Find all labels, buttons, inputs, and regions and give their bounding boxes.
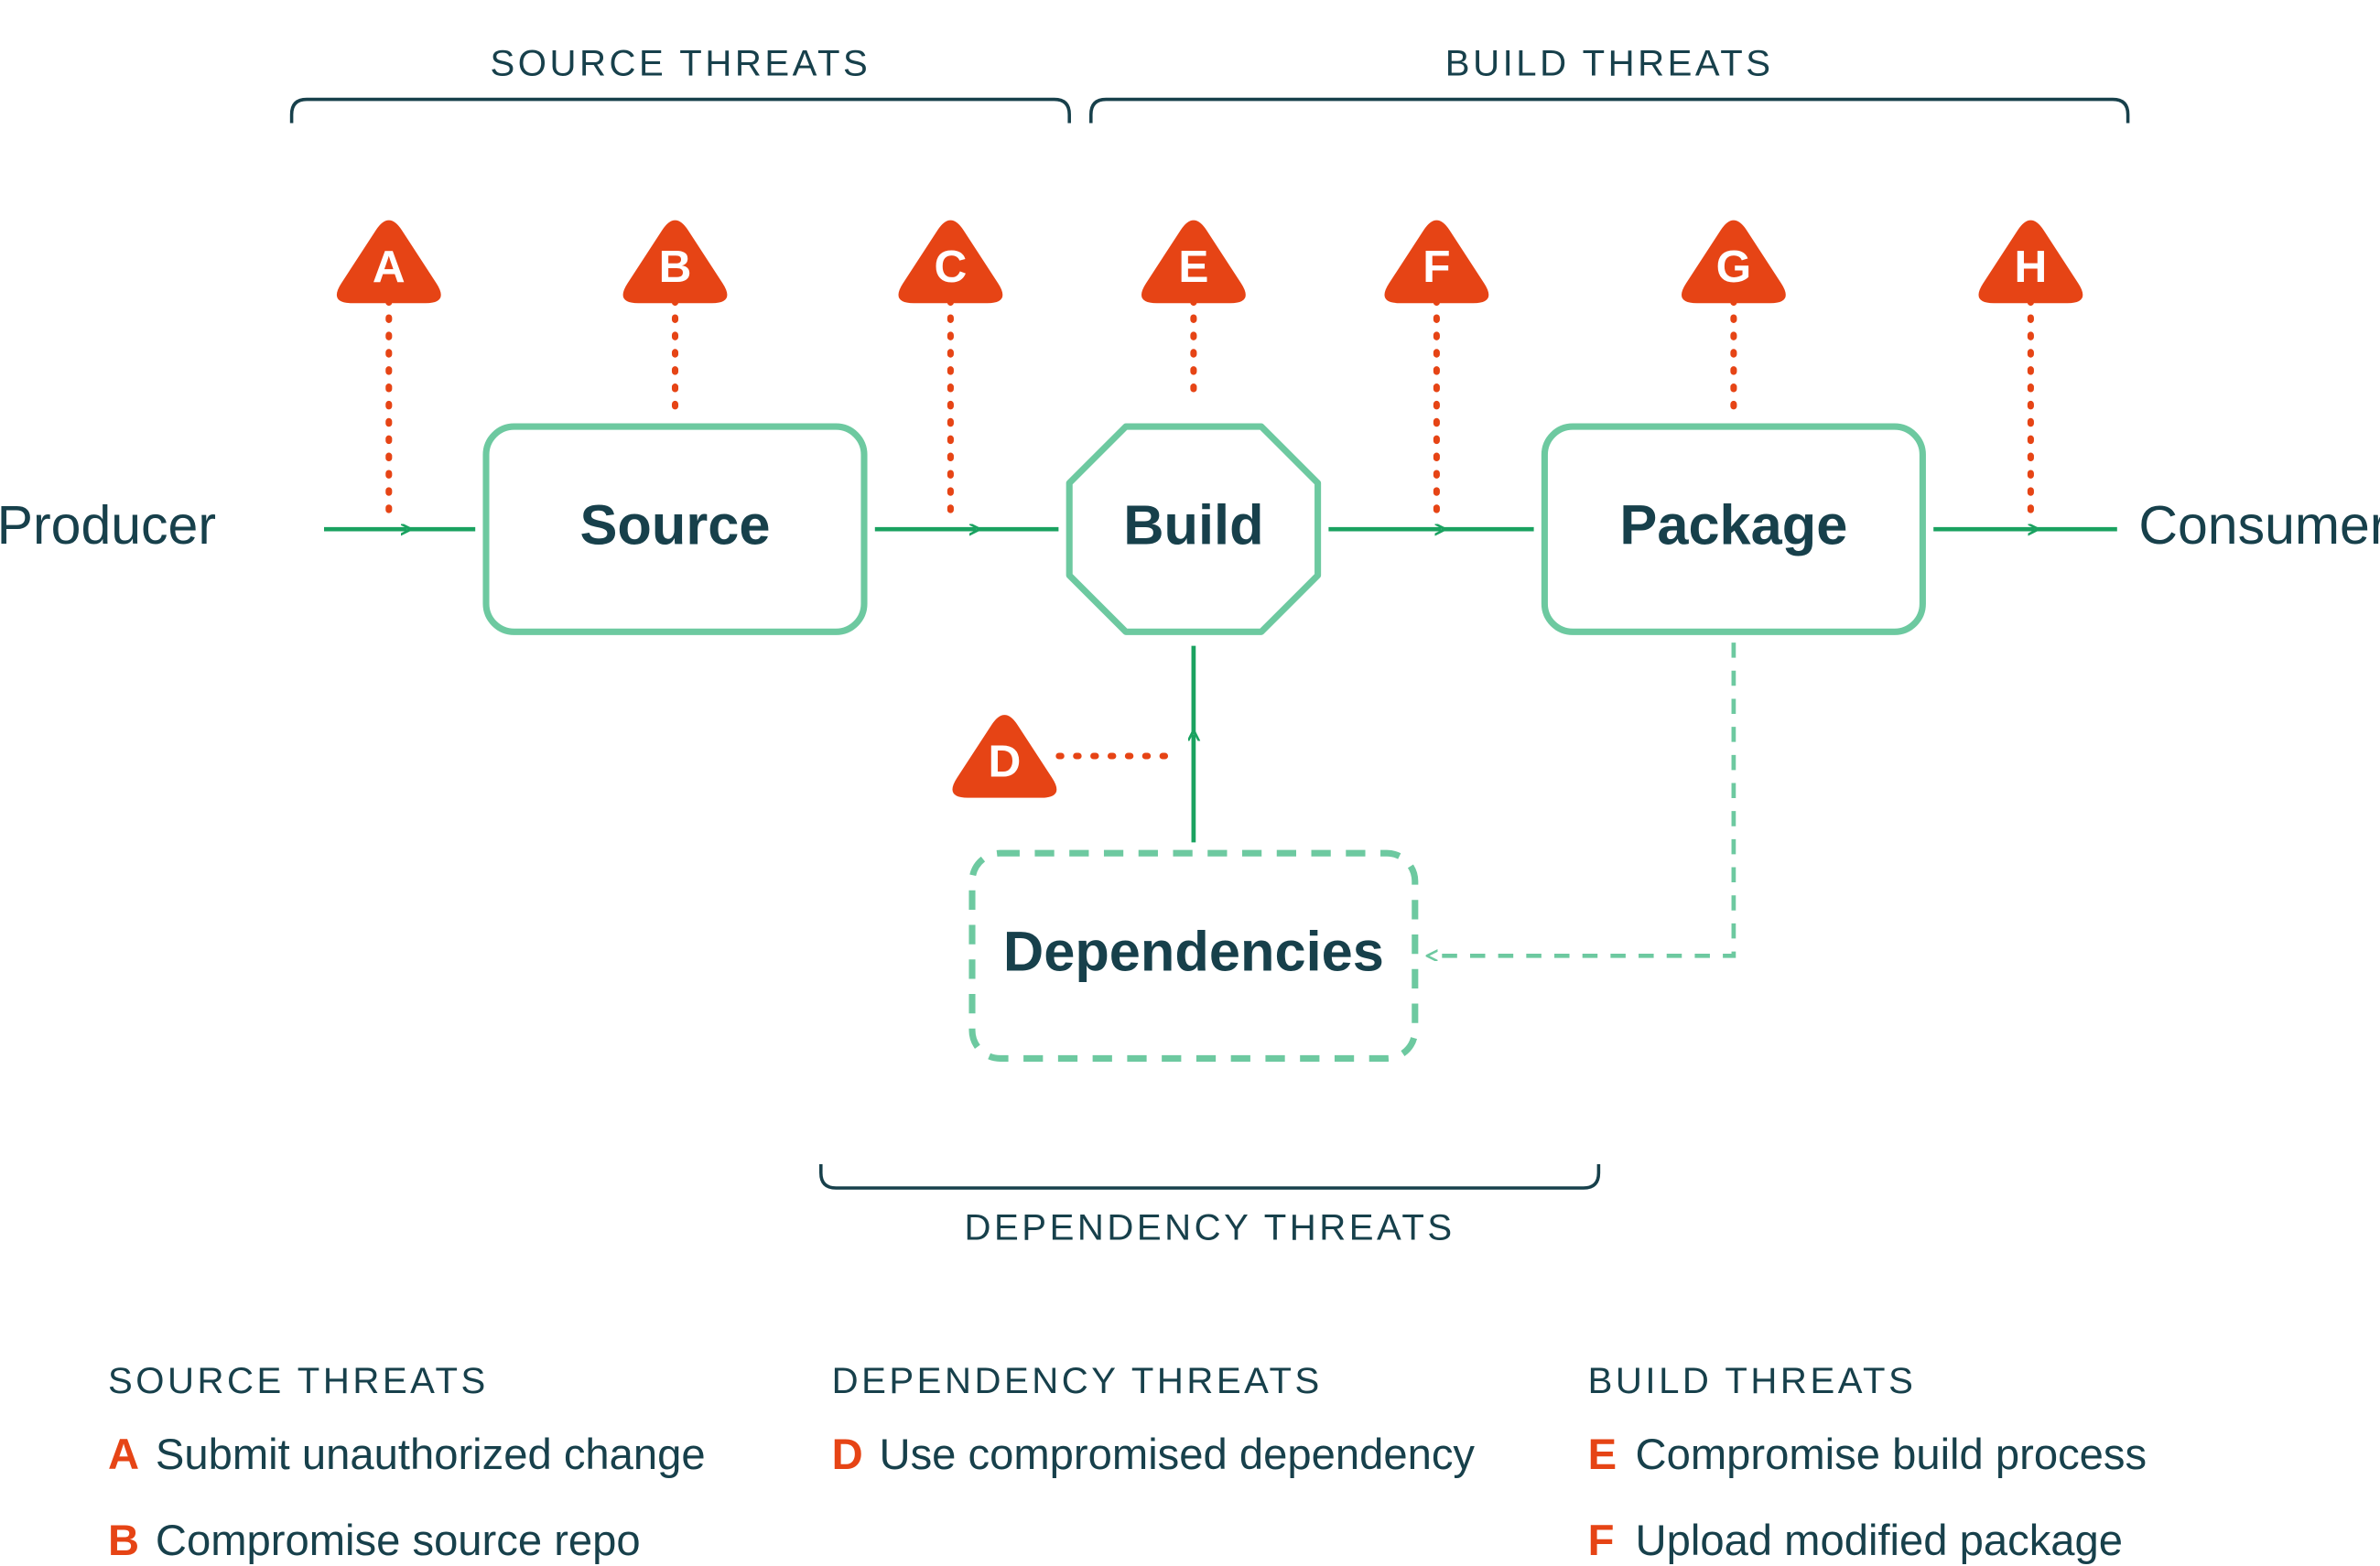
legend-text: Submit unauthorized change bbox=[156, 1431, 706, 1479]
deps-label: Dependencies bbox=[1003, 921, 1384, 984]
legend-text: Compromise source repo bbox=[156, 1517, 641, 1565]
threat-E: E bbox=[1141, 221, 1246, 402]
legend-letter: D bbox=[832, 1431, 863, 1479]
legend-column-1: DEPENDENCY THREATS D Use compromised depen… bbox=[832, 1360, 1476, 1479]
consumer-label: Consumer bbox=[2138, 495, 2380, 556]
legend-letter: E bbox=[1588, 1431, 1617, 1479]
legend-text: Upload modified package bbox=[1636, 1517, 2124, 1565]
threat-letter: G bbox=[1716, 241, 1752, 292]
deps-node: Dependencies bbox=[972, 853, 1415, 1058]
build-label: Build bbox=[1123, 493, 1263, 556]
build-node: Build bbox=[1069, 427, 1317, 632]
legend-letter: F bbox=[1588, 1517, 1615, 1565]
source-node: Source bbox=[486, 427, 864, 632]
legend-column-2: BUILD THREATS E Compromise build process FU… bbox=[1588, 1360, 2210, 1566]
package-node: Package bbox=[1544, 427, 1922, 632]
legend-text: Compromise build process bbox=[1636, 1431, 2147, 1479]
bracket-label: SOURCE THREATS bbox=[491, 43, 871, 84]
threat-letter: B bbox=[659, 241, 692, 292]
threat-model-diagram: SOURCE THREATS BUILD THREATS DEPENDENCY TH… bbox=[0, 0, 2380, 1566]
bracket-label: DEPENDENCY THREATS bbox=[964, 1207, 1455, 1248]
threat-D: D bbox=[952, 715, 1177, 798]
threat-letter: C bbox=[935, 241, 968, 292]
producer-label: Producer bbox=[0, 495, 216, 556]
bracket-source-threats: SOURCE THREATS bbox=[292, 43, 1070, 124]
threat-letter: F bbox=[1423, 241, 1450, 292]
threat-letter: A bbox=[373, 241, 406, 292]
threat-G: G bbox=[1682, 221, 1786, 419]
threat-letter: D bbox=[989, 736, 1022, 787]
threat-letter: H bbox=[2015, 241, 2048, 292]
legend-heading: DEPENDENCY THREATS bbox=[832, 1360, 1323, 1401]
source-label: Source bbox=[580, 493, 771, 556]
legend-text: Use compromised dependency bbox=[880, 1431, 1476, 1479]
legend-heading: BUILD THREATS bbox=[1588, 1360, 1917, 1401]
legend-heading: SOURCE THREATS bbox=[108, 1360, 489, 1401]
threat-B: B bbox=[623, 221, 728, 419]
bracket-build-threats: BUILD THREATS bbox=[1091, 43, 2128, 124]
threat-C: C bbox=[898, 221, 1002, 519]
threat-A: A bbox=[337, 221, 441, 519]
bracket-dependency-threats: DEPENDENCY THREATS bbox=[821, 1164, 1599, 1248]
legend-letter: A bbox=[108, 1431, 139, 1479]
legend-column-0: SOURCE THREATS A Submit unauthorized chang… bbox=[108, 1360, 706, 1566]
package-to-deps-arrow bbox=[1432, 643, 1734, 956]
threat-letter: E bbox=[1178, 241, 1208, 292]
threat-F: F bbox=[1384, 221, 1488, 519]
bracket-label: BUILD THREATS bbox=[1445, 43, 1774, 84]
legend-letter: B bbox=[108, 1517, 139, 1565]
threat-H: H bbox=[1978, 221, 2082, 519]
package-label: Package bbox=[1619, 493, 1847, 556]
